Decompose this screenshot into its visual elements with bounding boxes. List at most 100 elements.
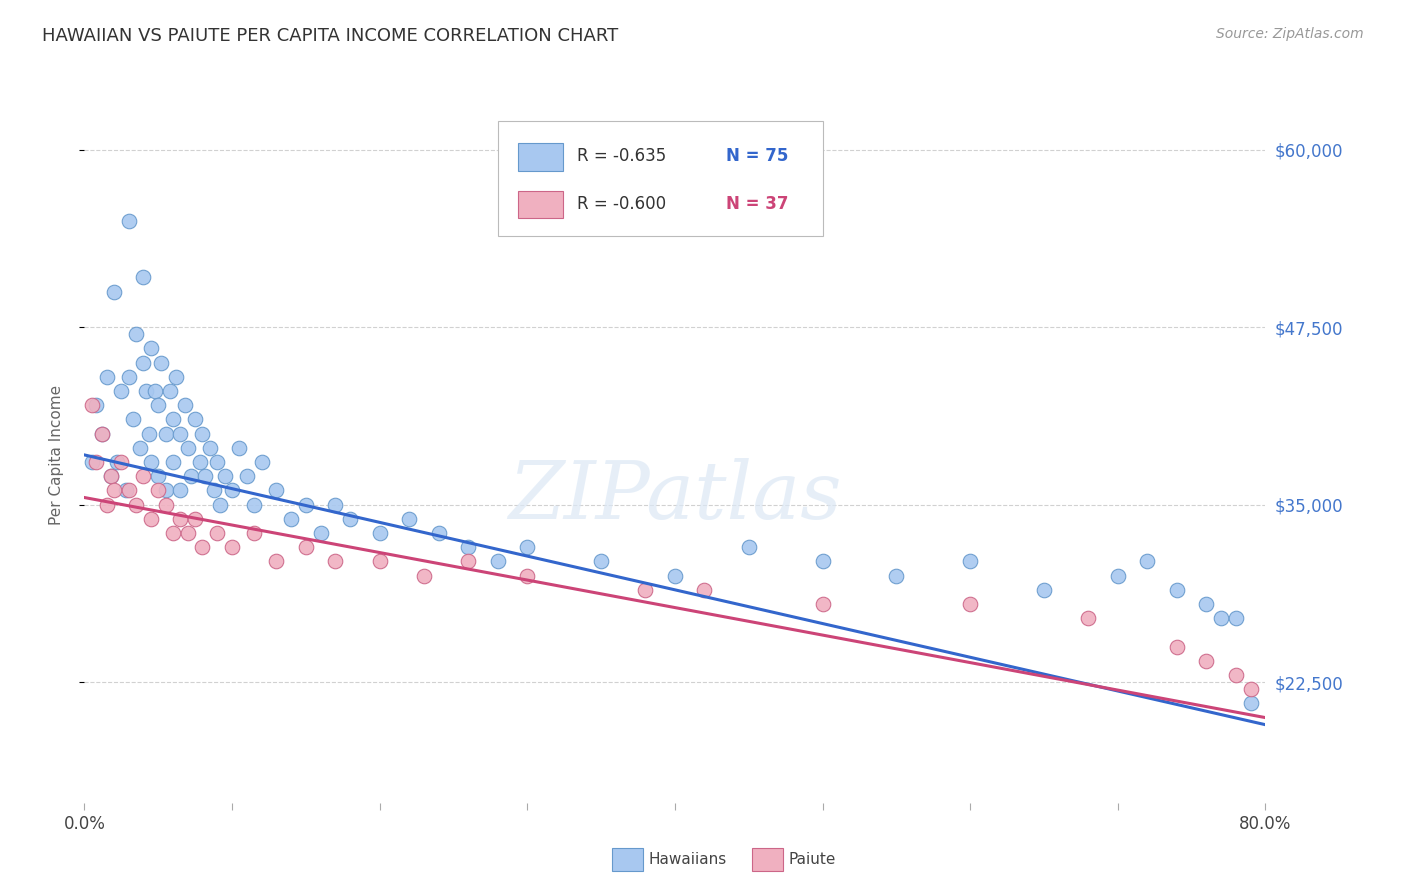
Point <box>173 398 195 412</box>
Point <box>1240 697 1263 711</box>
Bar <box>517 191 562 219</box>
Point <box>486 554 509 568</box>
Point <box>1209 611 1232 625</box>
Text: ZIPatlas: ZIPatlas <box>508 458 842 535</box>
Point <box>165 369 187 384</box>
Point <box>80 455 103 469</box>
Point <box>169 426 191 441</box>
Point <box>132 469 155 483</box>
Point <box>129 441 152 455</box>
Point <box>323 498 347 512</box>
Point <box>811 554 834 568</box>
Point <box>96 369 118 384</box>
Point <box>1077 611 1099 625</box>
Point <box>243 498 266 512</box>
Point <box>162 412 184 426</box>
Point <box>398 512 420 526</box>
Point <box>114 483 136 498</box>
Point <box>205 455 228 469</box>
Point <box>169 483 191 498</box>
Point <box>191 426 214 441</box>
Point <box>1240 682 1263 697</box>
Point <box>457 540 479 554</box>
Text: R = -0.635: R = -0.635 <box>576 147 666 165</box>
Point <box>139 455 162 469</box>
Point <box>1107 568 1129 582</box>
Point <box>162 526 184 541</box>
FancyBboxPatch shape <box>498 121 823 235</box>
Point <box>221 483 243 498</box>
Point <box>1195 654 1218 668</box>
Point <box>110 384 132 398</box>
Point <box>103 483 125 498</box>
Point <box>1225 611 1247 625</box>
Text: Source: ZipAtlas.com: Source: ZipAtlas.com <box>1216 27 1364 41</box>
Text: R = -0.600: R = -0.600 <box>576 194 666 213</box>
Point <box>148 483 170 498</box>
Point <box>139 342 162 356</box>
Point <box>250 455 273 469</box>
Point <box>368 526 391 541</box>
Text: N = 37: N = 37 <box>725 194 789 213</box>
Point <box>1136 554 1159 568</box>
Point <box>1032 582 1054 597</box>
Point <box>139 512 162 526</box>
Point <box>100 469 122 483</box>
Text: N = 75: N = 75 <box>725 147 787 165</box>
Point <box>959 597 981 611</box>
Point <box>309 526 332 541</box>
Point <box>118 369 141 384</box>
Point <box>118 483 141 498</box>
Y-axis label: Per Capita Income: Per Capita Income <box>49 384 63 525</box>
Point <box>155 426 177 441</box>
Point <box>295 498 318 512</box>
Point <box>339 512 361 526</box>
Point <box>738 540 761 554</box>
Point <box>1195 597 1218 611</box>
Point <box>162 455 184 469</box>
Point <box>886 568 908 582</box>
Point <box>132 356 155 370</box>
Point <box>516 568 538 582</box>
Point <box>105 455 128 469</box>
Point <box>150 356 173 370</box>
Point <box>280 512 302 526</box>
Point <box>177 441 200 455</box>
Point <box>368 554 391 568</box>
Point <box>177 526 200 541</box>
Point <box>148 398 170 412</box>
Point <box>228 441 250 455</box>
Point <box>591 554 613 568</box>
Point <box>194 469 217 483</box>
Point <box>80 398 103 412</box>
Point <box>457 554 479 568</box>
Bar <box>517 144 562 171</box>
Point <box>91 426 114 441</box>
Point <box>103 285 125 299</box>
Point <box>236 469 259 483</box>
Point <box>188 455 211 469</box>
Text: HAWAIIAN VS PAIUTE PER CAPITA INCOME CORRELATION CHART: HAWAIIAN VS PAIUTE PER CAPITA INCOME COR… <box>42 27 619 45</box>
Point <box>634 582 657 597</box>
Point <box>811 597 834 611</box>
Point <box>243 526 266 541</box>
Point <box>122 412 145 426</box>
Point <box>125 327 148 342</box>
Point <box>1225 668 1247 682</box>
Point <box>664 568 686 582</box>
Point <box>427 526 450 541</box>
Point <box>155 498 177 512</box>
Point <box>125 498 148 512</box>
Point <box>184 512 207 526</box>
Point <box>413 568 436 582</box>
Point <box>118 213 141 227</box>
Point <box>191 540 214 554</box>
Point <box>169 512 191 526</box>
Text: Hawaiians: Hawaiians <box>648 853 727 867</box>
Point <box>693 582 716 597</box>
Point <box>202 483 225 498</box>
Point <box>155 483 177 498</box>
Point <box>148 469 170 483</box>
Point <box>180 469 202 483</box>
Point <box>214 469 236 483</box>
